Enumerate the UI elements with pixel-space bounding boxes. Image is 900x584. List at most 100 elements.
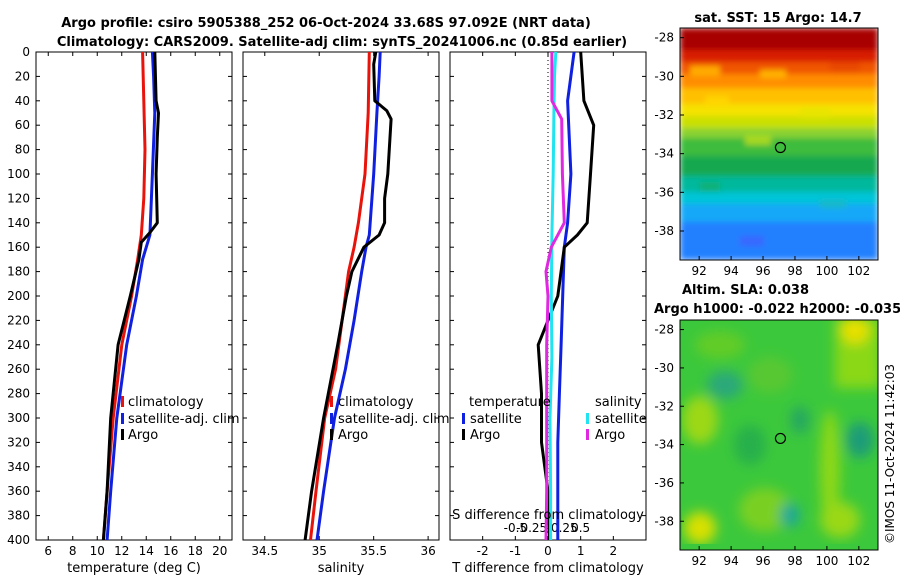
depth-tick-label: 20 (15, 69, 30, 83)
depth-tick-label: 240 (7, 338, 30, 352)
salinity-legend: climatology satellite-adj. clim Argo (330, 395, 450, 443)
legend-swatch-climatology (330, 396, 333, 407)
x-axis-ticks: 6 8 10 12 14 16 18 20 34.5 35 35.5 36 -2 -1 0 1 2-0.5-0.… (44, 52, 617, 558)
map-lat-tick-label: -32 (654, 399, 674, 413)
depth-tick-label: 280 (7, 387, 30, 401)
legend-label-argo: Argo (338, 428, 368, 443)
difference-series-t-argo (536, 51, 596, 541)
sla-map-frame (679, 319, 879, 551)
x-tick-label: 1 (577, 544, 585, 558)
sst-map-axes: 92 94 96 98 100 102 -28 -30 -32 -34 -36 -38 (654, 31, 870, 278)
x-tick-label: 34.5 (251, 544, 278, 558)
legend-swatch-t-satellite (462, 413, 465, 424)
sst-map (680, 28, 878, 260)
top-x-tick-label: -0.25 (516, 521, 547, 535)
difference-series-t-satellite (556, 51, 576, 540)
map-lon-tick-label: 96 (755, 264, 770, 278)
map-lon-tick-label: 96 (755, 554, 770, 568)
x-tick-label: 0 (544, 544, 552, 558)
legend-title-temperature: temperature (469, 395, 551, 410)
x-tick-label: 10 (90, 544, 105, 558)
temperature-xlabel: temperature (deg C) (67, 561, 201, 576)
map-lat-tick-label: -36 (654, 185, 674, 199)
salinity-series-argo (303, 51, 393, 541)
depth-tick-label: 340 (7, 460, 30, 474)
temperature-series-satellite-adj-clim (105, 51, 157, 541)
legend-label-t-argo: Argo (470, 428, 500, 443)
sst-argo-location-marker (774, 141, 787, 154)
map-lat-tick-label: -34 (654, 147, 674, 161)
legend-label-climatology: climatology (338, 395, 414, 410)
depth-tick-label: 180 (7, 265, 30, 279)
depth-tick-label: 0 (22, 45, 30, 59)
legend-label-t-satellite: satellite (470, 412, 522, 427)
x-tick-label: 16 (163, 544, 178, 558)
legend-swatch-s-satellite (586, 413, 589, 424)
map-lat-tick-label: -36 (654, 476, 674, 490)
legend-swatch-t-argo (462, 429, 465, 440)
legend-swatch-satellite-adj (330, 413, 333, 424)
map-lon-tick-label: 98 (787, 264, 802, 278)
difference-xlabel: T difference from climatology (451, 561, 644, 576)
legend-swatch-satellite-adj (121, 413, 124, 424)
salinity-xlabel: salinity (318, 561, 365, 576)
map-lat-tick-label: -32 (654, 108, 674, 122)
temperature-legend: climatology satellite-adj. clim Argo (121, 395, 240, 443)
x-tick-label: -2 (477, 544, 489, 558)
depth-tick-label: 260 (7, 362, 30, 376)
legend-swatch-argo (121, 429, 124, 440)
map-lon-tick-label: 98 (787, 554, 802, 568)
x-tick-label: 14 (139, 544, 154, 558)
legend-label-s-satellite: satellite (595, 412, 647, 427)
depth-axis-ticks: 0 20 40 60 80 100 120 140 160 180 200 220 240 260 280 3… (7, 45, 646, 547)
temperature-plot-frame (35, 51, 233, 541)
x-tick-label: 6 (44, 544, 52, 558)
difference-series-s-satellite (548, 51, 558, 540)
map-lat-tick-label: -30 (654, 361, 674, 375)
map-lat-tick-label: -28 (654, 31, 674, 45)
profile-series (101, 51, 596, 541)
map-lat-tick-label: -28 (654, 323, 674, 337)
legend-label-s-argo: Argo (595, 428, 625, 443)
map-lon-tick-label: 100 (815, 554, 838, 568)
legend-swatch-climatology (121, 396, 124, 407)
map-lat-tick-label: -34 (654, 438, 674, 452)
legend-title-salinity: salinity (595, 395, 642, 410)
depth-tick-label: 100 (7, 167, 30, 181)
map-lon-tick-label: 94 (723, 554, 738, 568)
map-lat-tick-label: -38 (654, 224, 674, 238)
map-lat-tick-label: -38 (654, 514, 674, 528)
sla-map-title-line2: Argo h1000: -0.022 h2000: -0.035 (654, 302, 900, 317)
depth-tick-label: 320 (7, 435, 30, 449)
depth-tick-label: 400 (7, 533, 30, 547)
x-tick-label: 36 (420, 544, 435, 558)
map-lon-tick-label: 102 (847, 264, 870, 278)
sla-argo-location-marker (774, 432, 787, 445)
legend-swatch-argo (330, 429, 333, 440)
top-x-tick-label: 0.5 (571, 521, 590, 535)
depth-tick-label: 80 (15, 143, 30, 157)
legend-label-satellite-adj: satellite-adj. clim (338, 412, 450, 427)
map-lon-tick-label: 92 (692, 264, 707, 278)
x-tick-label: 35 (312, 544, 327, 558)
x-tick-label: 18 (188, 544, 203, 558)
figure-title-line2: Climatology: CARS2009. Satellite-adj cli… (57, 35, 627, 50)
figure-title-line1: Argo profile: csiro 5905388_252 06-Oct-2… (61, 16, 591, 31)
sla-map (680, 320, 878, 550)
difference-top-xlabel: S difference from climatology (452, 508, 644, 523)
depth-tick-label: 120 (7, 191, 30, 205)
imos-timestamp: ©IMOS 11-Oct-2024 11:42:03 (883, 364, 897, 544)
legend-label-climatology: climatology (128, 395, 204, 410)
x-tick-label: 2 (610, 544, 618, 558)
x-tick-label: 20 (212, 544, 227, 558)
depth-tick-label: 360 (7, 484, 30, 498)
depth-tick-label: 300 (7, 411, 30, 425)
legend-swatch-s-argo (586, 429, 589, 440)
salinity-series-climatology (309, 51, 371, 541)
depth-tick-label: 380 (7, 509, 30, 523)
x-tick-label: 8 (69, 544, 77, 558)
depth-tick-label: 160 (7, 240, 30, 254)
sla-map-title-line1: Altim. SLA: 0.038 (682, 283, 809, 298)
depth-tick-label: 220 (7, 313, 30, 327)
